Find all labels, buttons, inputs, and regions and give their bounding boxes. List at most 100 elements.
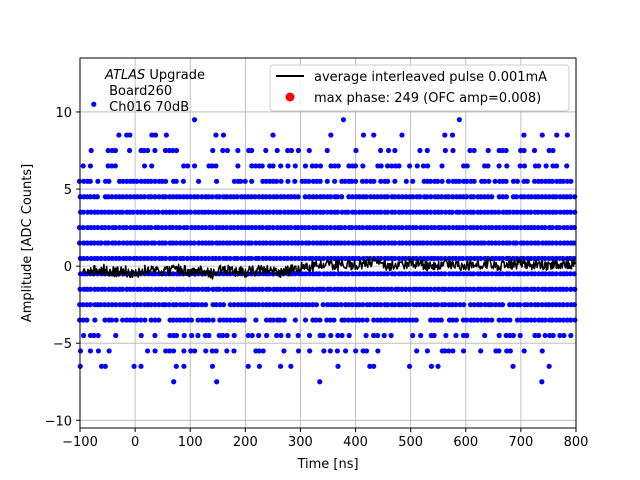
scatter-point bbox=[223, 255, 229, 262]
scatter-point bbox=[181, 363, 187, 369]
scatter-point bbox=[435, 286, 442, 292]
scatter-point bbox=[324, 209, 330, 215]
scatter-point bbox=[399, 194, 406, 200]
scatter-point bbox=[338, 224, 344, 231]
scatter-point bbox=[177, 317, 183, 323]
scatter-point bbox=[109, 163, 115, 169]
scatter-point bbox=[463, 224, 469, 231]
scatter-point bbox=[414, 163, 420, 169]
scatter-point bbox=[299, 302, 305, 308]
scatter-point bbox=[360, 209, 366, 215]
scatter-point bbox=[217, 317, 223, 323]
scatter-point bbox=[109, 317, 115, 323]
scatter-point bbox=[556, 224, 563, 231]
scatter-point bbox=[149, 163, 155, 169]
scatter-point bbox=[435, 194, 441, 200]
scatter-point bbox=[349, 224, 355, 231]
scatter-point bbox=[277, 240, 283, 246]
scatter-point bbox=[342, 286, 348, 292]
scatter-point bbox=[438, 209, 445, 215]
scatter-point bbox=[202, 255, 208, 262]
scatter-point bbox=[485, 147, 491, 154]
scatter-point bbox=[77, 348, 84, 354]
scatter-point bbox=[220, 332, 226, 339]
scatter-point bbox=[120, 178, 126, 184]
scatter-point bbox=[162, 302, 169, 308]
y-axis: −10 −5 0 5 10 bbox=[45, 106, 80, 429]
scatter-point bbox=[224, 348, 230, 354]
scatter-point bbox=[360, 163, 366, 169]
scatter-point bbox=[202, 302, 209, 308]
scatter-point bbox=[489, 194, 495, 200]
scatter-point bbox=[341, 317, 348, 323]
scatter-point bbox=[127, 147, 133, 154]
scatter-point bbox=[489, 240, 495, 246]
scatter-point bbox=[181, 163, 187, 169]
scatter-point bbox=[273, 332, 280, 339]
scatter-point bbox=[205, 286, 212, 292]
scatter-point bbox=[377, 224, 384, 231]
scatter-point bbox=[288, 194, 294, 200]
scatter-point bbox=[421, 302, 427, 308]
scatter-point bbox=[320, 209, 326, 215]
scatter-point bbox=[445, 194, 452, 200]
scatter-point bbox=[224, 286, 230, 292]
scatter-point bbox=[259, 224, 266, 231]
scatter-point bbox=[332, 163, 338, 169]
scatter-point bbox=[510, 178, 517, 184]
scatter-point bbox=[489, 224, 495, 231]
scatter-point bbox=[191, 255, 197, 262]
scatter-point bbox=[167, 332, 173, 339]
scatter-point bbox=[464, 255, 470, 262]
scatter-point bbox=[185, 163, 191, 169]
scatter-point bbox=[335, 332, 341, 339]
scatter-point bbox=[213, 132, 219, 138]
scatter-point bbox=[206, 255, 212, 262]
scatter-point bbox=[413, 317, 419, 323]
scatter-point bbox=[184, 255, 190, 262]
scatter-point bbox=[478, 255, 484, 262]
scatter-point bbox=[481, 271, 487, 277]
scatter-point bbox=[424, 194, 430, 200]
scatter-point bbox=[260, 348, 266, 354]
scatter-point bbox=[439, 178, 445, 184]
scatter-point bbox=[467, 286, 473, 292]
scatter-point bbox=[506, 271, 513, 277]
scatter-point bbox=[246, 286, 252, 292]
scatter-point bbox=[196, 209, 202, 215]
scatter-point bbox=[173, 363, 179, 369]
scatter-point bbox=[248, 255, 255, 262]
scatter-point bbox=[450, 224, 456, 231]
scatter-point bbox=[166, 348, 173, 354]
scatter-point bbox=[238, 240, 245, 246]
scatter-point bbox=[532, 317, 538, 323]
scatter-point bbox=[148, 255, 155, 262]
scatter-point bbox=[95, 209, 101, 215]
x-axis: −100 0 100 200 300 400 500 600 700 800 bbox=[62, 428, 588, 450]
scatter-point bbox=[396, 163, 402, 169]
scatter-point bbox=[231, 240, 237, 246]
scatter-point bbox=[310, 286, 316, 292]
scatter-point bbox=[496, 224, 502, 231]
scatter-point bbox=[342, 348, 349, 354]
scatter-point bbox=[267, 302, 273, 308]
y-tick-label: −10 bbox=[45, 414, 72, 429]
scatter-point bbox=[270, 224, 276, 231]
scatter-point bbox=[163, 209, 169, 215]
scatter-point bbox=[446, 348, 452, 354]
scatter-point bbox=[539, 178, 545, 184]
scatter-point bbox=[485, 286, 491, 292]
scatter-point bbox=[202, 224, 209, 231]
scatter-point bbox=[234, 255, 240, 262]
scatter-point bbox=[137, 224, 144, 231]
scatter-point bbox=[449, 240, 455, 246]
scatter-point bbox=[482, 178, 488, 184]
scatter-point bbox=[356, 317, 362, 323]
scatter-point bbox=[242, 178, 248, 184]
scatter-point bbox=[371, 178, 377, 184]
scatter-point bbox=[446, 271, 453, 277]
scatter-point bbox=[192, 348, 198, 354]
scatter-point bbox=[485, 209, 491, 215]
scatter-point bbox=[446, 224, 452, 231]
